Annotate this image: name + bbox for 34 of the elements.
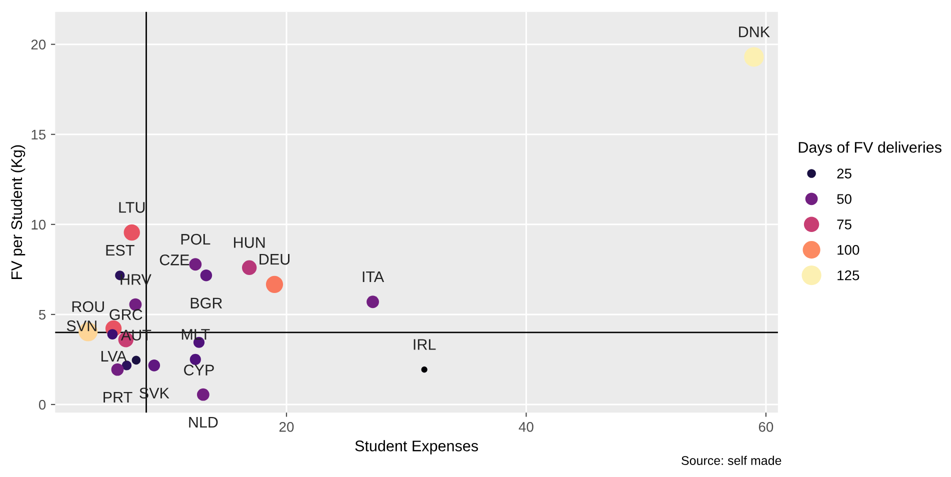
x-tick-label: 20 [279, 422, 294, 432]
legend-label: 75 [837, 220, 852, 230]
x-axis-title: Student Expenses [355, 440, 478, 454]
annotation: CZE [160, 254, 190, 266]
annotation: POL [181, 234, 210, 245]
y-tick-label: 10 [32, 220, 46, 230]
annotation: BGR [190, 298, 222, 308]
annotation: ITA [362, 272, 384, 282]
annotation: DEU [260, 254, 290, 265]
legend-label: 50 [837, 194, 852, 204]
annotation: HUN [234, 237, 265, 248]
annotation: SVN [66, 320, 96, 332]
x-tick-label: 60 [758, 422, 774, 432]
annotation: GRC [110, 309, 142, 320]
y-tick-label: 15 [32, 130, 46, 140]
source-note: Source: self made [682, 456, 782, 465]
x-tick-label: 40 [518, 422, 534, 432]
annotation: LTU [119, 202, 145, 213]
annotation: CYP [184, 364, 214, 376]
y-tick-label: 20 [31, 40, 46, 50]
legend-label: 25 [837, 168, 852, 178]
y-tick-label: 0 [38, 400, 46, 410]
annotation: IRL [414, 339, 436, 350]
annotation: ROU [72, 301, 104, 312]
y-axis-title: FV per Student (Kg) [10, 145, 26, 279]
annotation: DNK [739, 26, 770, 38]
annotation: EST [106, 244, 134, 256]
annotation: NLD [189, 417, 218, 428]
annotation: PRT [104, 392, 132, 403]
legend-title: Days of FV deliveries [798, 142, 942, 156]
legend-label: 100 [838, 244, 860, 255]
y-tick-label: 5 [38, 310, 46, 320]
legend-label: 125 [838, 270, 860, 280]
annotation: LVA [101, 350, 127, 362]
